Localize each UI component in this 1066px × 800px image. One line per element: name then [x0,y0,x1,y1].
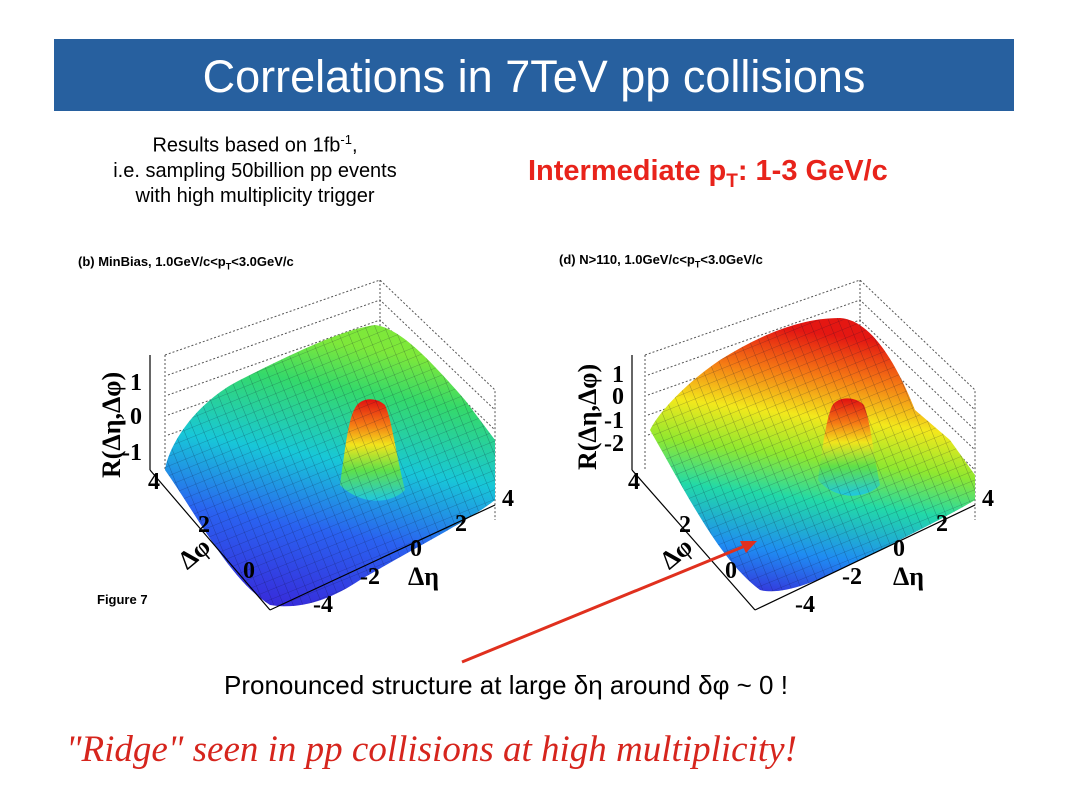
panel-d-label-pre: (d) N>110, 1.0GeV/c<p [559,252,695,267]
panel-d-label-sub: T [694,259,701,270]
plot-d-etatick-2: 2 [936,511,948,537]
intermediate-pt-heading: Intermediate pT: 1-3 GeV/c [528,155,888,193]
title-bar: Correlations in 7TeV pp collisions [54,39,1014,111]
intermediate-sub: T [726,170,738,192]
plot-d-etatick-m4: -4 [795,592,815,618]
conclusion-text: "Ridge" seen in pp collisions at high mu… [66,729,797,770]
results-line-2: i.e. sampling 50billion pp events [113,159,397,182]
plot-b-etatick-2: 2 [455,511,467,537]
plot-b-phitick-4: 4 [148,469,160,495]
plot-d-ztick-1: 1 [612,362,624,388]
plot-b-ztick-0: 0 [130,404,142,430]
slide-title: Correlations in 7TeV pp collisions [202,51,866,102]
plot-b-etatick-0: 0 [410,536,422,562]
plot-d: R(Δη,Δφ) 1 0 -1 -2 4 2 0 Δφ 4 2 0 -2 -4 … [573,279,994,618]
panel-b-label: (b) MinBias, 1.0GeV/c<pT<3.0GeV/c [78,254,294,272]
plot-d-phitick-2: 2 [679,512,691,538]
intermediate-post: : 1-3 GeV/c [737,155,888,187]
results-line-3: with high multiplicity trigger [135,184,375,207]
panel-b-label-post: <3.0GeV/c [231,254,294,269]
plot-d-zlabel: R(Δη,Δφ) [573,364,602,470]
results-note: Results based on 1fb-1, i.e. sampling 50… [40,127,470,209]
plot-d-etatick-4: 4 [982,486,994,512]
panel-b-label-sub: T [225,261,232,272]
plot-d-etatick-0: 0 [893,536,905,562]
panel-b-label-pre: (b) MinBias, 1.0GeV/c<p [78,254,226,269]
annotation-text: Pronounced structure at large δη around … [224,670,788,700]
plot-b-axes [149,355,496,611]
results-line-1: Results based on 1fb-1, [40,127,470,159]
plot-b-phitick-2: 2 [198,512,210,538]
plot-b-ztick-1: 1 [130,370,142,396]
plot-d-ztick-0: 0 [612,384,624,410]
intermediate-pre: Intermediate p [528,155,727,187]
plot-d-phitick-0: 0 [725,558,737,584]
annotation-arrow [461,541,757,664]
plot-b-ztick-m1: -1 [122,440,142,466]
plot-b-peak-mesh [340,399,405,501]
results-line-1-post: , [351,134,358,157]
plot-b-zlabel: R(Δη,Δφ) [97,372,126,478]
plot-d-ztick-m2: -2 [604,431,624,457]
panel-d-label-post: <3.0GeV/c [700,252,763,267]
plot-d-ztick-m1: -1 [604,408,624,434]
plot-b: R(Δη,Δφ) 1 0 -1 4 2 0 Δφ 4 2 0 -2 -4 Δη [97,279,514,618]
results-line-1-text: Results based on 1fb [152,134,341,157]
plot-b-etatick-m4: -4 [313,592,333,618]
plot-b-etatick-m2: -2 [360,564,380,590]
plot-b-etatick-4: 4 [502,486,514,512]
plot-d-etalabel: Δη [893,562,924,591]
plot-b-phitick-0: 0 [243,558,255,584]
figure-label: Figure 7 [97,592,148,607]
results-line-1-sup: -1 [340,132,352,147]
plot-b-philabel: Δφ [172,532,216,575]
plot-b-etalabel: Δη [408,562,439,591]
plot-d-axes [631,355,976,611]
plot-d-etatick-m2: -2 [842,564,862,590]
panel-d-label: (d) N>110, 1.0GeV/c<pT<3.0GeV/c [559,252,763,270]
plot-d-phitick-4: 4 [628,469,640,495]
plot-d-peak-mesh [818,398,880,496]
plot-d-mesh [650,318,975,592]
plot-b-mesh [165,325,495,607]
